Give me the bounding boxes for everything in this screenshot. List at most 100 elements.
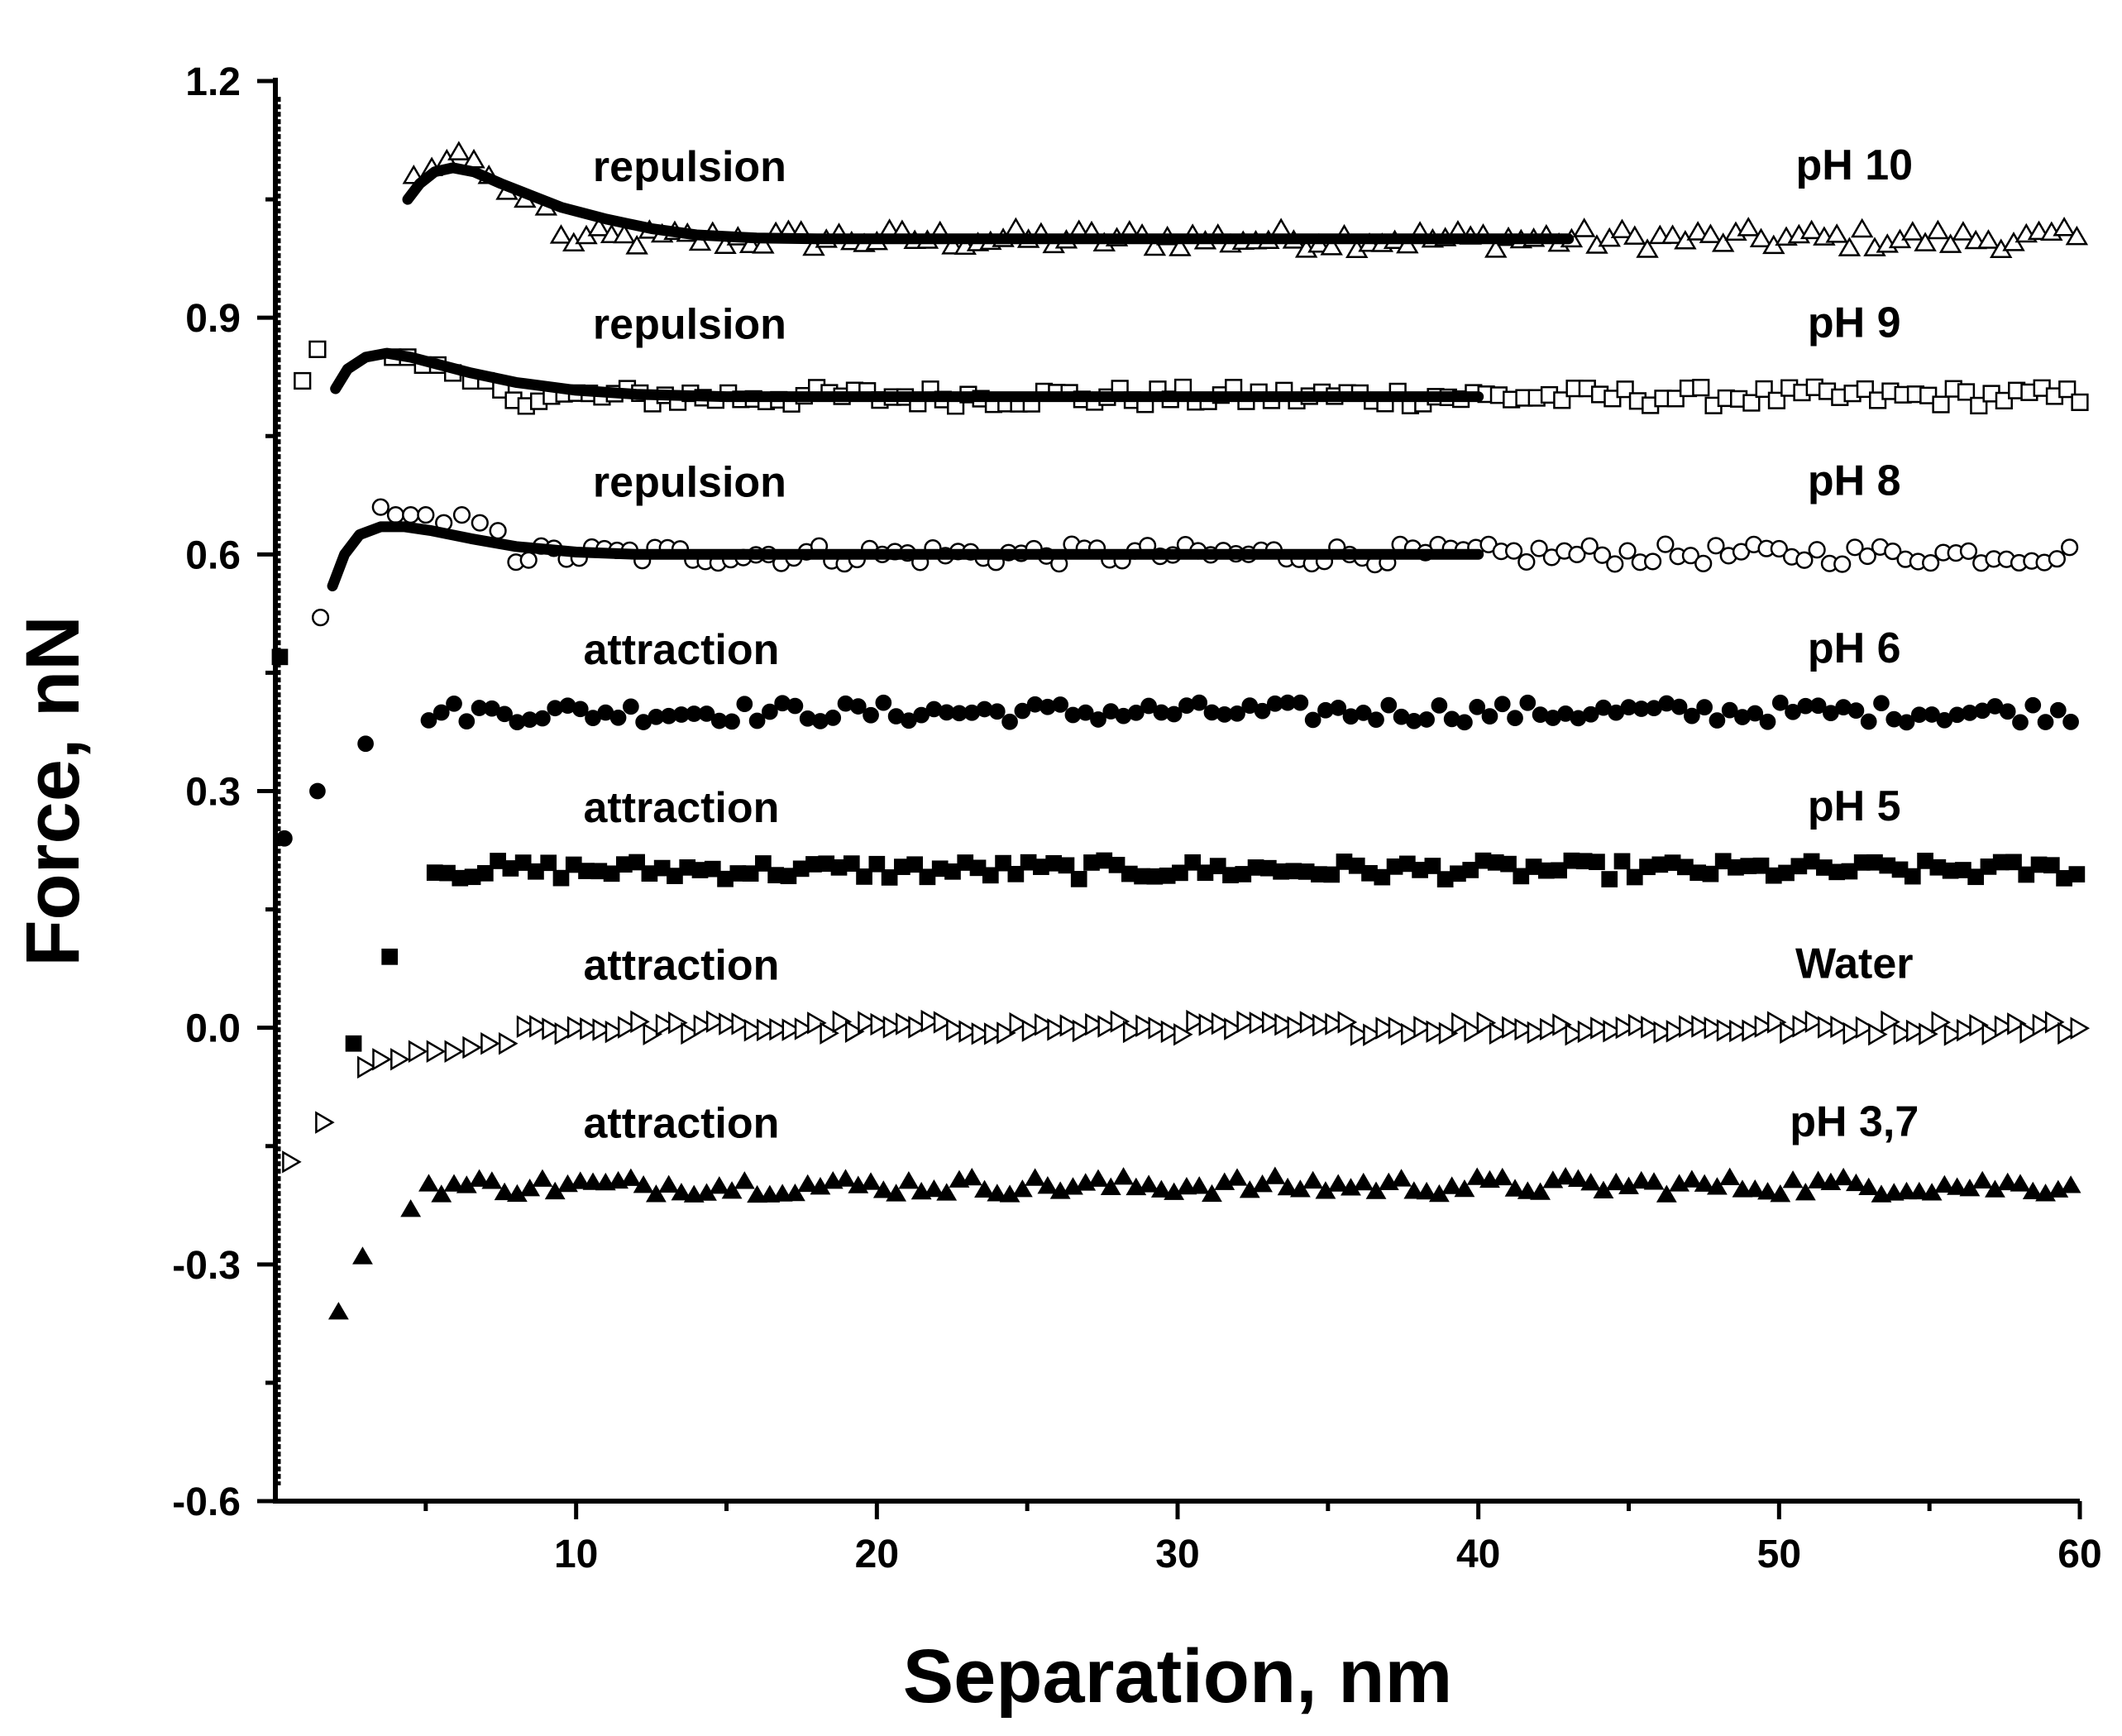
data-point (2057, 1021, 2077, 1045)
data-point (1830, 1015, 1850, 1039)
data-point (587, 217, 611, 237)
data-point (1229, 705, 1245, 722)
data-point (1289, 1179, 1311, 1198)
data-point (1707, 537, 1725, 555)
data-point (1426, 1020, 1446, 1044)
data-point (919, 868, 936, 886)
fit-curve (327, 521, 1484, 591)
data-point (996, 1021, 1016, 1045)
data-point (400, 1199, 422, 1217)
data-point (1792, 1015, 1812, 1038)
y-tick-label: -0.6 (172, 1480, 241, 1524)
data-point (426, 1040, 447, 1064)
data-point (1350, 1023, 1370, 1046)
data-point (1623, 225, 1646, 245)
data-point (1855, 1016, 1876, 1040)
annotation-label: repulsion (593, 143, 786, 191)
y-tick-label: 0.6 (185, 533, 241, 577)
data-point (2061, 538, 2079, 557)
data-point (1108, 857, 1126, 873)
data-point (1021, 1019, 1042, 1042)
data-point (1846, 1173, 1866, 1192)
data-point (2058, 380, 2077, 399)
data-point (1058, 857, 1075, 874)
data-point (1494, 696, 1511, 713)
annotation-label: repulsion (593, 458, 786, 506)
data-point (868, 855, 886, 873)
data-point (471, 514, 489, 532)
data-point (630, 1010, 650, 1034)
data-point (858, 1011, 877, 1034)
data-point (1456, 714, 1473, 731)
data-point (1202, 1184, 1222, 1203)
data-point (1140, 697, 1157, 715)
data-point (1127, 704, 1145, 721)
data-point (2049, 701, 2067, 719)
data-point (1090, 711, 1106, 728)
data-point (756, 1018, 777, 1042)
data-point (1539, 1017, 1560, 1041)
data-point (2068, 866, 2086, 882)
data-point (1224, 1017, 1244, 1040)
data-point (1661, 224, 1685, 244)
data-point (797, 1174, 819, 1193)
data-point (2005, 854, 2022, 871)
data-point (860, 1172, 882, 1190)
data-point (352, 1246, 373, 1265)
data-point (294, 371, 312, 390)
data-point (835, 1169, 856, 1187)
data-point (1716, 1019, 1737, 1042)
data-point (958, 1020, 978, 1043)
data-point (372, 1048, 392, 1071)
data-point (1517, 1181, 1538, 1199)
data-point (820, 1021, 839, 1045)
x-tick-label: 20 (855, 1533, 899, 1576)
data-point (1551, 862, 1567, 879)
data-point (983, 1022, 1004, 1045)
data-point (1572, 218, 1596, 237)
x-tick-label: 60 (2057, 1533, 2101, 1576)
data-point (1896, 1181, 1917, 1200)
data-point (1759, 713, 1776, 730)
data-point (2044, 1011, 2065, 1034)
data-point (906, 856, 924, 873)
data-point (843, 855, 860, 872)
data-point (2019, 1021, 2039, 1045)
data-point (549, 224, 573, 244)
data-point (1957, 383, 1976, 401)
data-point (1884, 542, 1902, 561)
data-point (974, 1179, 995, 1198)
data-point (458, 713, 476, 730)
data-point (431, 1184, 452, 1203)
data-point (1904, 868, 1921, 885)
data-point (580, 1016, 600, 1040)
series-label: pH 3,7 (1790, 1098, 1919, 1145)
data-point (1464, 1019, 1484, 1043)
data-point (705, 1010, 726, 1033)
data-point (1113, 1167, 1134, 1185)
data-point (311, 609, 330, 627)
data-point (1087, 1169, 1109, 1187)
data-point (1513, 868, 1530, 885)
data-point (1476, 1011, 1497, 1035)
data-point (1052, 696, 1069, 713)
data-point (807, 1011, 827, 1035)
data-point (1374, 868, 1391, 886)
data-point (1047, 1018, 1067, 1041)
data-point (1957, 1019, 1976, 1042)
data-point (1514, 1017, 1534, 1041)
data-point (1530, 539, 1548, 557)
data-point (1742, 1019, 1761, 1042)
data-point (1999, 703, 2016, 720)
data-point (688, 231, 712, 251)
data-point (1742, 394, 1761, 412)
data-point (748, 712, 766, 729)
data-point (1799, 219, 1823, 240)
data-point (844, 1020, 865, 1043)
data-point (1004, 217, 1028, 237)
data-point (1860, 713, 1877, 730)
data-point (381, 948, 399, 965)
data-point (1489, 1021, 1509, 1045)
data-point (1976, 229, 2000, 249)
data-point (447, 141, 471, 160)
